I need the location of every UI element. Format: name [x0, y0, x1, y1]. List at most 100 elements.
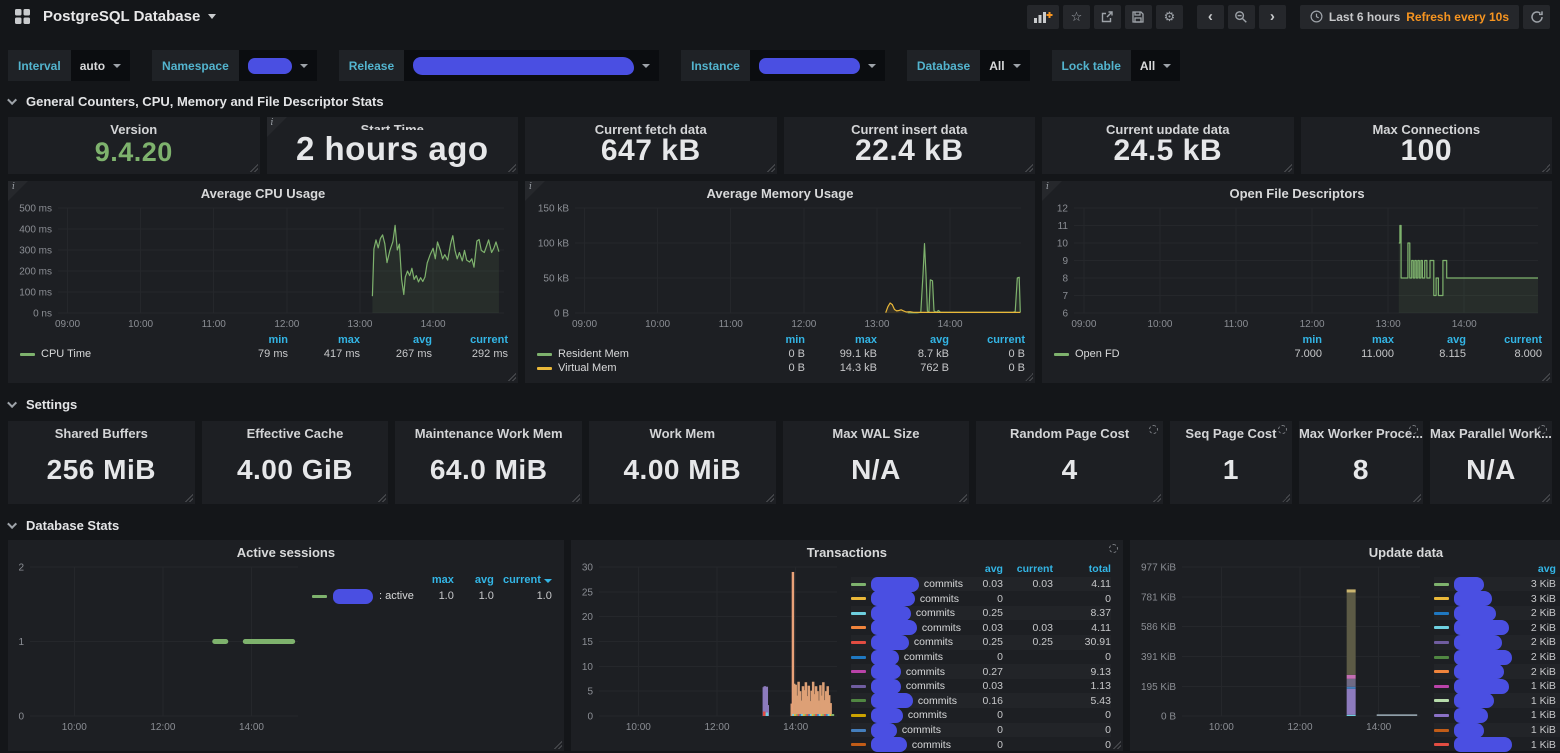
legend-series-label[interactable]: CPU Time	[20, 348, 216, 360]
panel-title[interactable]: Average CPU Usage	[200, 186, 326, 201]
panel-title[interactable]: Average Memory Usage	[706, 186, 854, 201]
legend-column-header-avg[interactable]: avg	[1537, 563, 1556, 576]
info-icon[interactable]: i	[266, 117, 287, 137]
legend-series-label[interactable]: commits	[850, 620, 963, 636]
legend-series-label[interactable]: commits	[850, 605, 963, 621]
panel-title[interactable]: Update data	[1368, 545, 1444, 560]
legend-column-header-current[interactable]: current	[470, 334, 508, 346]
legend-series-label[interactable]: commits	[850, 664, 963, 680]
time-forward-button[interactable]: ›	[1258, 4, 1286, 29]
legend-column-header-current[interactable]: current	[1504, 334, 1542, 346]
legend-series-label[interactable]	[1433, 576, 1512, 592]
panel-title[interactable]: Effective Cache	[246, 426, 344, 441]
variable-release-value[interactable]	[404, 50, 660, 81]
cpu-usage-chart[interactable]: 0 ns 100 ms 200 ms 300 ms 400 ms 500 ms 09:00 1…	[16, 201, 510, 333]
legend-column-header-avg[interactable]: avg	[984, 563, 1003, 576]
info-icon[interactable]: i	[1042, 181, 1062, 201]
variable-lock-table-value[interactable]: All	[1130, 50, 1181, 81]
file-descriptors-chart[interactable]: 6 7 8 9 10 11 12 09:00 10:00 11:00 12:00 13:00 14:00	[1050, 201, 1544, 333]
settings-gear-button[interactable]: ⚙	[1155, 4, 1183, 29]
variable-instance-value[interactable]	[749, 50, 885, 81]
star-button[interactable]: ☆	[1062, 4, 1090, 29]
legend-series-label[interactable]	[1433, 722, 1512, 738]
legend-column-header-max[interactable]: max	[1371, 334, 1394, 346]
legend-column-header-max[interactable]: max	[854, 334, 877, 346]
share-button[interactable]	[1093, 4, 1121, 29]
refresh-button[interactable]	[1523, 4, 1550, 29]
legend-column-header-min[interactable]: min	[785, 334, 805, 346]
panel-title[interactable]: Version	[110, 122, 158, 137]
zoom-out-button[interactable]	[1227, 4, 1255, 29]
add-panel-button[interactable]	[1026, 4, 1059, 29]
memory-usage-chart[interactable]: 0 B 50 kB 100 kB 150 kB 09:00 10:00 11:00 12:00…	[533, 201, 1027, 333]
legend-series-label[interactable]	[1433, 707, 1512, 723]
legend-column-header-min[interactable]: min	[268, 334, 288, 346]
legend-series-label[interactable]: commits	[850, 693, 963, 709]
panel-title[interactable]: Open File Descriptors	[1229, 186, 1365, 201]
legend-series-label[interactable]: commits	[850, 649, 963, 665]
panel-title[interactable]: Shared Buffers	[54, 426, 148, 441]
panel-title[interactable]: Start Time	[360, 122, 424, 130]
legend-column-header-max[interactable]: max	[337, 334, 360, 346]
legend-series-label[interactable]: commits	[850, 722, 963, 738]
legend-column-header-current[interactable]: current	[1556, 563, 1560, 575]
dashboard-title[interactable]: PostgreSQL Database	[43, 8, 217, 25]
legend-series-label[interactable]: : active	[312, 588, 414, 604]
variable-interval-value[interactable]: auto	[70, 50, 131, 81]
panel-title[interactable]: Work Mem	[649, 426, 716, 441]
legend-column-header-current[interactable]: current	[1016, 563, 1053, 576]
panel-title[interactable]: Random Page Cost	[1010, 426, 1130, 441]
legend-series-label[interactable]: Resident Mem	[537, 348, 733, 360]
legend-column-header-avg[interactable]: avg	[930, 334, 949, 346]
legend-series-label[interactable]: commits	[850, 591, 963, 607]
panel-title[interactable]: Max Connections	[1372, 122, 1481, 134]
legend-series-label[interactable]	[1433, 634, 1512, 650]
variable-namespace-value[interactable]	[238, 50, 317, 81]
legend-series-label[interactable]	[1433, 678, 1512, 694]
legend-series-label[interactable]	[1433, 649, 1512, 665]
panel-title[interactable]: Current update data	[1105, 122, 1230, 134]
legend-series-label[interactable]: Virtual Mem	[537, 362, 733, 374]
legend-series-label[interactable]	[1433, 664, 1512, 680]
panel-title[interactable]: Max WAL Size	[832, 426, 920, 441]
legend-series-label[interactable]	[1433, 693, 1512, 709]
panel-title[interactable]: Seq Page Cost	[1185, 426, 1277, 441]
panel-title[interactable]: Active sessions	[236, 545, 336, 560]
panel-title[interactable]: Max Worker Proce...	[1298, 426, 1423, 441]
legend-column-header-max[interactable]: max	[431, 574, 454, 586]
info-icon[interactable]: i	[525, 181, 545, 201]
save-button[interactable]	[1124, 4, 1152, 29]
panel-title[interactable]: Maintenance Work Mem	[414, 426, 563, 441]
apps-grid-icon[interactable]	[14, 8, 31, 25]
section-database-stats[interactable]: Database Stats	[7, 516, 1560, 534]
panel-title[interactable]: Transactions	[806, 545, 887, 560]
panel-title[interactable]: Current insert data	[851, 122, 968, 134]
legend-series-label[interactable]: commits	[850, 707, 963, 723]
info-icon[interactable]: i	[8, 181, 28, 201]
legend-series-label[interactable]	[1433, 605, 1512, 621]
legend-series-label[interactable]	[1433, 620, 1512, 636]
time-range-picker[interactable]: Last 6 hours Refresh every 10s	[1299, 4, 1519, 29]
legend-column-header-current[interactable]: current	[494, 574, 552, 586]
section-general-counters[interactable]: General Counters, CPU, Memory and File D…	[7, 92, 1560, 110]
legend-column-header-avg[interactable]: avg	[1447, 334, 1466, 346]
legend-series-label[interactable]: Open FD	[1054, 348, 1250, 360]
legend-column-header-min[interactable]: min	[1302, 334, 1322, 346]
legend-series-label[interactable]: commits	[850, 576, 963, 592]
panel-title[interactable]: Current fetch data	[594, 122, 707, 134]
legend-column-header-avg[interactable]: avg	[413, 334, 432, 346]
time-back-button[interactable]: ‹	[1196, 4, 1224, 29]
legend-series-label[interactable]: commits	[850, 737, 963, 753]
transactions-chart[interactable]: 0 5 10 15 20 25 30 10:00 12:00 14:00	[575, 560, 843, 736]
active-sessions-chart[interactable]: 0 1 2 10:00 12:00 14:00	[12, 560, 304, 736]
panel-title[interactable]: Max Parallel Work...	[1430, 426, 1552, 441]
legend-column-header-avg[interactable]: avg	[474, 574, 494, 586]
variable-database-value[interactable]: All	[980, 50, 1030, 81]
legend-series-label[interactable]	[1433, 737, 1512, 753]
legend-column-header-total[interactable]: total	[1088, 563, 1111, 576]
update-data-chart[interactable]: 0 B 195 KiB 391 KiB 586 KiB 781 KiB 977 KiB 10…	[1134, 560, 1426, 736]
legend-series-label[interactable]: commits	[850, 678, 963, 694]
legend-column-header-current[interactable]: current	[987, 334, 1025, 346]
legend-series-label[interactable]	[1433, 591, 1512, 607]
section-settings[interactable]: Settings	[7, 395, 1560, 413]
